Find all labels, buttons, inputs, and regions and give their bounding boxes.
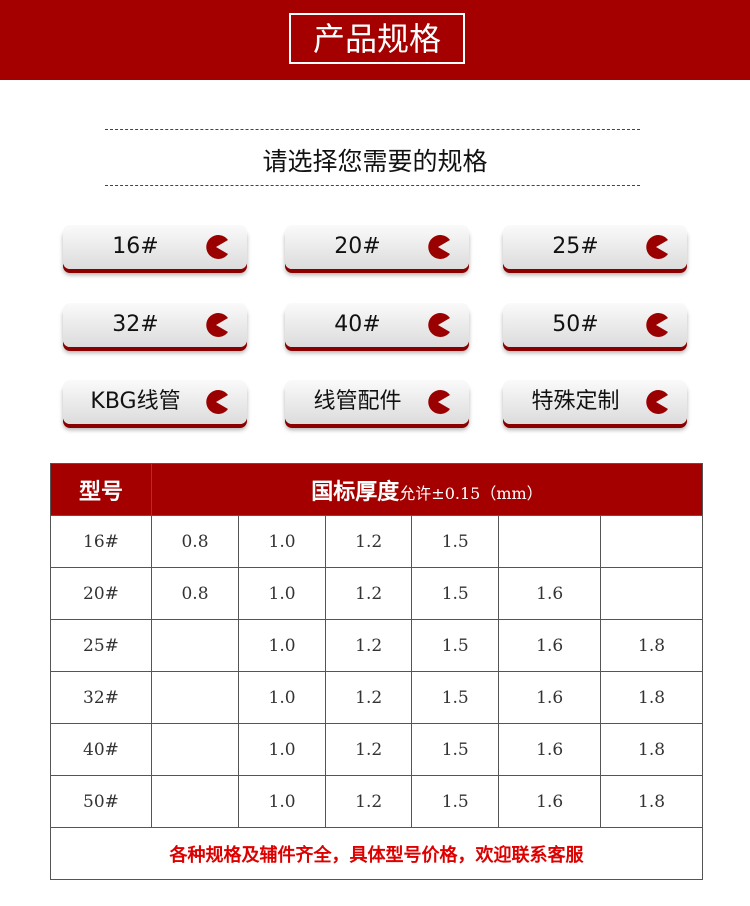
thickness-cell: 0.8 (150, 567, 240, 620)
table-row: 40# 1.0 1.2 1.5 1.6 1.8 (50, 723, 703, 776)
spec-table: 型号 国标厚度允许±0.15（mm） 16# 0.8 1.0 1.2 1.5 20# 0.8… (50, 463, 704, 880)
pie-arrow-icon (428, 390, 450, 414)
pie-arrow-icon (646, 390, 668, 414)
table-row: 32# 1.0 1.2 1.5 1.6 1.8 (50, 671, 703, 724)
table-row: 25# 1.0 1.2 1.5 1.6 1.8 (50, 619, 703, 672)
header-banner: 产品规格 (0, 0, 750, 80)
thickness-cell: 1.0 (238, 775, 327, 828)
spec-button[interactable]: 16# (63, 225, 247, 269)
thickness-cell: 1.5 (411, 515, 500, 568)
header-thickness: 国标厚度允许±0.15（mm） (150, 463, 704, 516)
thickness-cell: 1.6 (498, 671, 602, 724)
thickness-cell: 1.0 (238, 515, 327, 568)
pie-arrow-icon (646, 313, 668, 337)
pie-arrow-icon (206, 235, 228, 259)
thickness-cell (600, 515, 703, 568)
spec-button[interactable]: 40# (285, 303, 469, 347)
thickness-cell (150, 671, 240, 724)
header-tolerance: 允许±0.15（mm） (399, 483, 543, 503)
thickness-cell: 1.2 (325, 723, 413, 776)
pie-arrow-icon (428, 313, 450, 337)
thickness-cell: 1.0 (238, 619, 327, 672)
thickness-cell: 1.6 (498, 723, 602, 776)
thickness-cell: 0.8 (150, 515, 240, 568)
thickness-cell (150, 775, 240, 828)
spec-button[interactable]: 线管配件 (285, 380, 469, 424)
model-cell: 50# (50, 775, 152, 828)
model-cell: 16# (50, 515, 152, 568)
spec-button-label: 特殊定制 (531, 389, 620, 414)
spec-button-label: 50# (552, 312, 599, 337)
thickness-cell: 1.6 (498, 619, 602, 672)
divider (105, 185, 640, 186)
page-title: 产品规格 (289, 13, 465, 64)
thickness-cell: 1.2 (325, 671, 413, 724)
thickness-cell (150, 619, 240, 672)
spec-button-label: KBG线管 (90, 389, 181, 414)
model-cell: 40# (50, 723, 152, 776)
section-subtitle: 请选择您需要的规格 (262, 147, 488, 176)
thickness-cell: 1.2 (325, 619, 413, 672)
spec-button-label: 40# (334, 312, 381, 337)
thickness-cell: 1.8 (600, 671, 703, 724)
pie-arrow-icon (206, 390, 228, 414)
table-row: 50# 1.0 1.2 1.5 1.6 1.8 (50, 775, 703, 828)
pie-arrow-icon (428, 235, 450, 259)
spec-button-label: 线管配件 (313, 389, 402, 414)
spec-button[interactable]: KBG线管 (63, 380, 247, 424)
header-thickness-label: 国标厚度 (311, 478, 400, 505)
thickness-cell: 1.0 (238, 671, 327, 724)
thickness-cell: 1.0 (238, 723, 327, 776)
thickness-cell: 1.6 (498, 567, 602, 620)
thickness-cell: 1.2 (325, 775, 413, 828)
thickness-cell: 1.2 (325, 567, 413, 620)
spec-button-label: 32# (112, 312, 159, 337)
spec-button-label: 20# (334, 234, 381, 259)
divider (105, 129, 640, 130)
thickness-cell (150, 723, 240, 776)
thickness-cell (600, 567, 703, 620)
pie-arrow-icon (206, 313, 228, 337)
thickness-cell: 1.5 (411, 619, 500, 672)
pie-arrow-icon (646, 235, 668, 259)
spec-button[interactable]: 25# (503, 225, 687, 269)
thickness-cell (498, 515, 602, 568)
spec-button[interactable]: 32# (63, 303, 247, 347)
thickness-cell: 1.5 (411, 567, 500, 620)
spec-button[interactable]: 20# (285, 225, 469, 269)
thickness-cell: 1.5 (411, 723, 500, 776)
thickness-cell: 1.8 (600, 775, 703, 828)
spec-button-label: 25# (552, 234, 599, 259)
table-footer-note: 各种规格及辅件齐全，具体型号价格，欢迎联系客服 (50, 827, 703, 880)
thickness-cell: 1.8 (600, 723, 703, 776)
thickness-cell: 1.2 (325, 515, 413, 568)
spec-button-label: 16# (112, 234, 159, 259)
thickness-cell: 1.6 (498, 775, 602, 828)
thickness-cell: 1.5 (411, 775, 500, 828)
thickness-cell: 1.0 (238, 567, 327, 620)
table-row: 20# 0.8 1.0 1.2 1.5 1.6 (50, 567, 703, 620)
table-row: 16# 0.8 1.0 1.2 1.5 (50, 515, 703, 568)
model-cell: 25# (50, 619, 152, 672)
spec-button[interactable]: 50# (503, 303, 687, 347)
thickness-cell: 1.5 (411, 671, 500, 724)
header-model: 型号 (50, 463, 152, 516)
spec-button[interactable]: 特殊定制 (503, 380, 687, 424)
model-cell: 32# (50, 671, 152, 724)
thickness-cell: 1.8 (600, 619, 703, 672)
model-cell: 20# (50, 567, 152, 620)
